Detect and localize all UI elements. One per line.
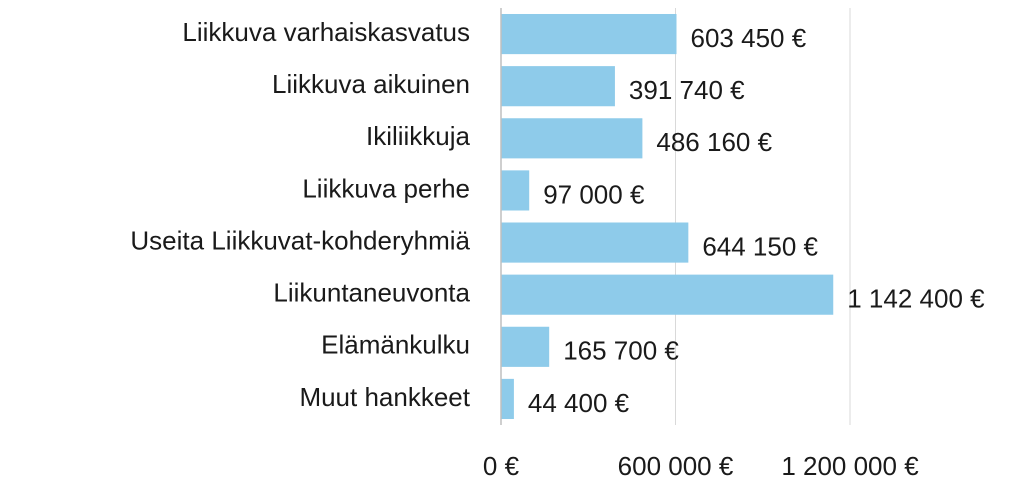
bar	[501, 222, 689, 263]
x-tick-label: 600 000 €	[618, 451, 734, 481]
value-label: 391 740 €	[629, 75, 745, 105]
value-label: 644 150 €	[702, 231, 818, 261]
y-tick-label: Liikkuva perhe	[302, 173, 470, 203]
x-tick-label: 0 €	[483, 451, 520, 481]
y-tick-label: Liikkuva varhaiskasvatus	[182, 17, 470, 47]
bar	[501, 170, 530, 211]
x-tick-label: 1 200 000 €	[781, 451, 919, 481]
bar	[501, 13, 677, 55]
y-tick-label: Liikuntaneuvonta	[273, 278, 470, 308]
bar	[501, 66, 615, 107]
y-tick-label: Elämänkulku	[321, 330, 470, 360]
value-label: 486 160 €	[656, 127, 772, 157]
value-label: 165 700 €	[563, 336, 679, 366]
bar	[501, 326, 550, 367]
y-tick-label: Useita Liikkuvat-kohderyhmiä	[130, 225, 470, 255]
value-label: 1 142 400 €	[847, 284, 985, 314]
y-tick-label: Liikkuva aikuinen	[272, 69, 470, 99]
bar	[501, 378, 514, 420]
bar	[501, 118, 643, 159]
y-tick-label: Ikiliikkuja	[366, 121, 471, 151]
value-label: 97 000 €	[543, 179, 645, 209]
bar	[501, 274, 834, 315]
value-label: 603 450 €	[691, 23, 807, 53]
value-label: 44 400 €	[528, 388, 630, 418]
y-tick-label: Muut hankkeet	[299, 382, 470, 412]
